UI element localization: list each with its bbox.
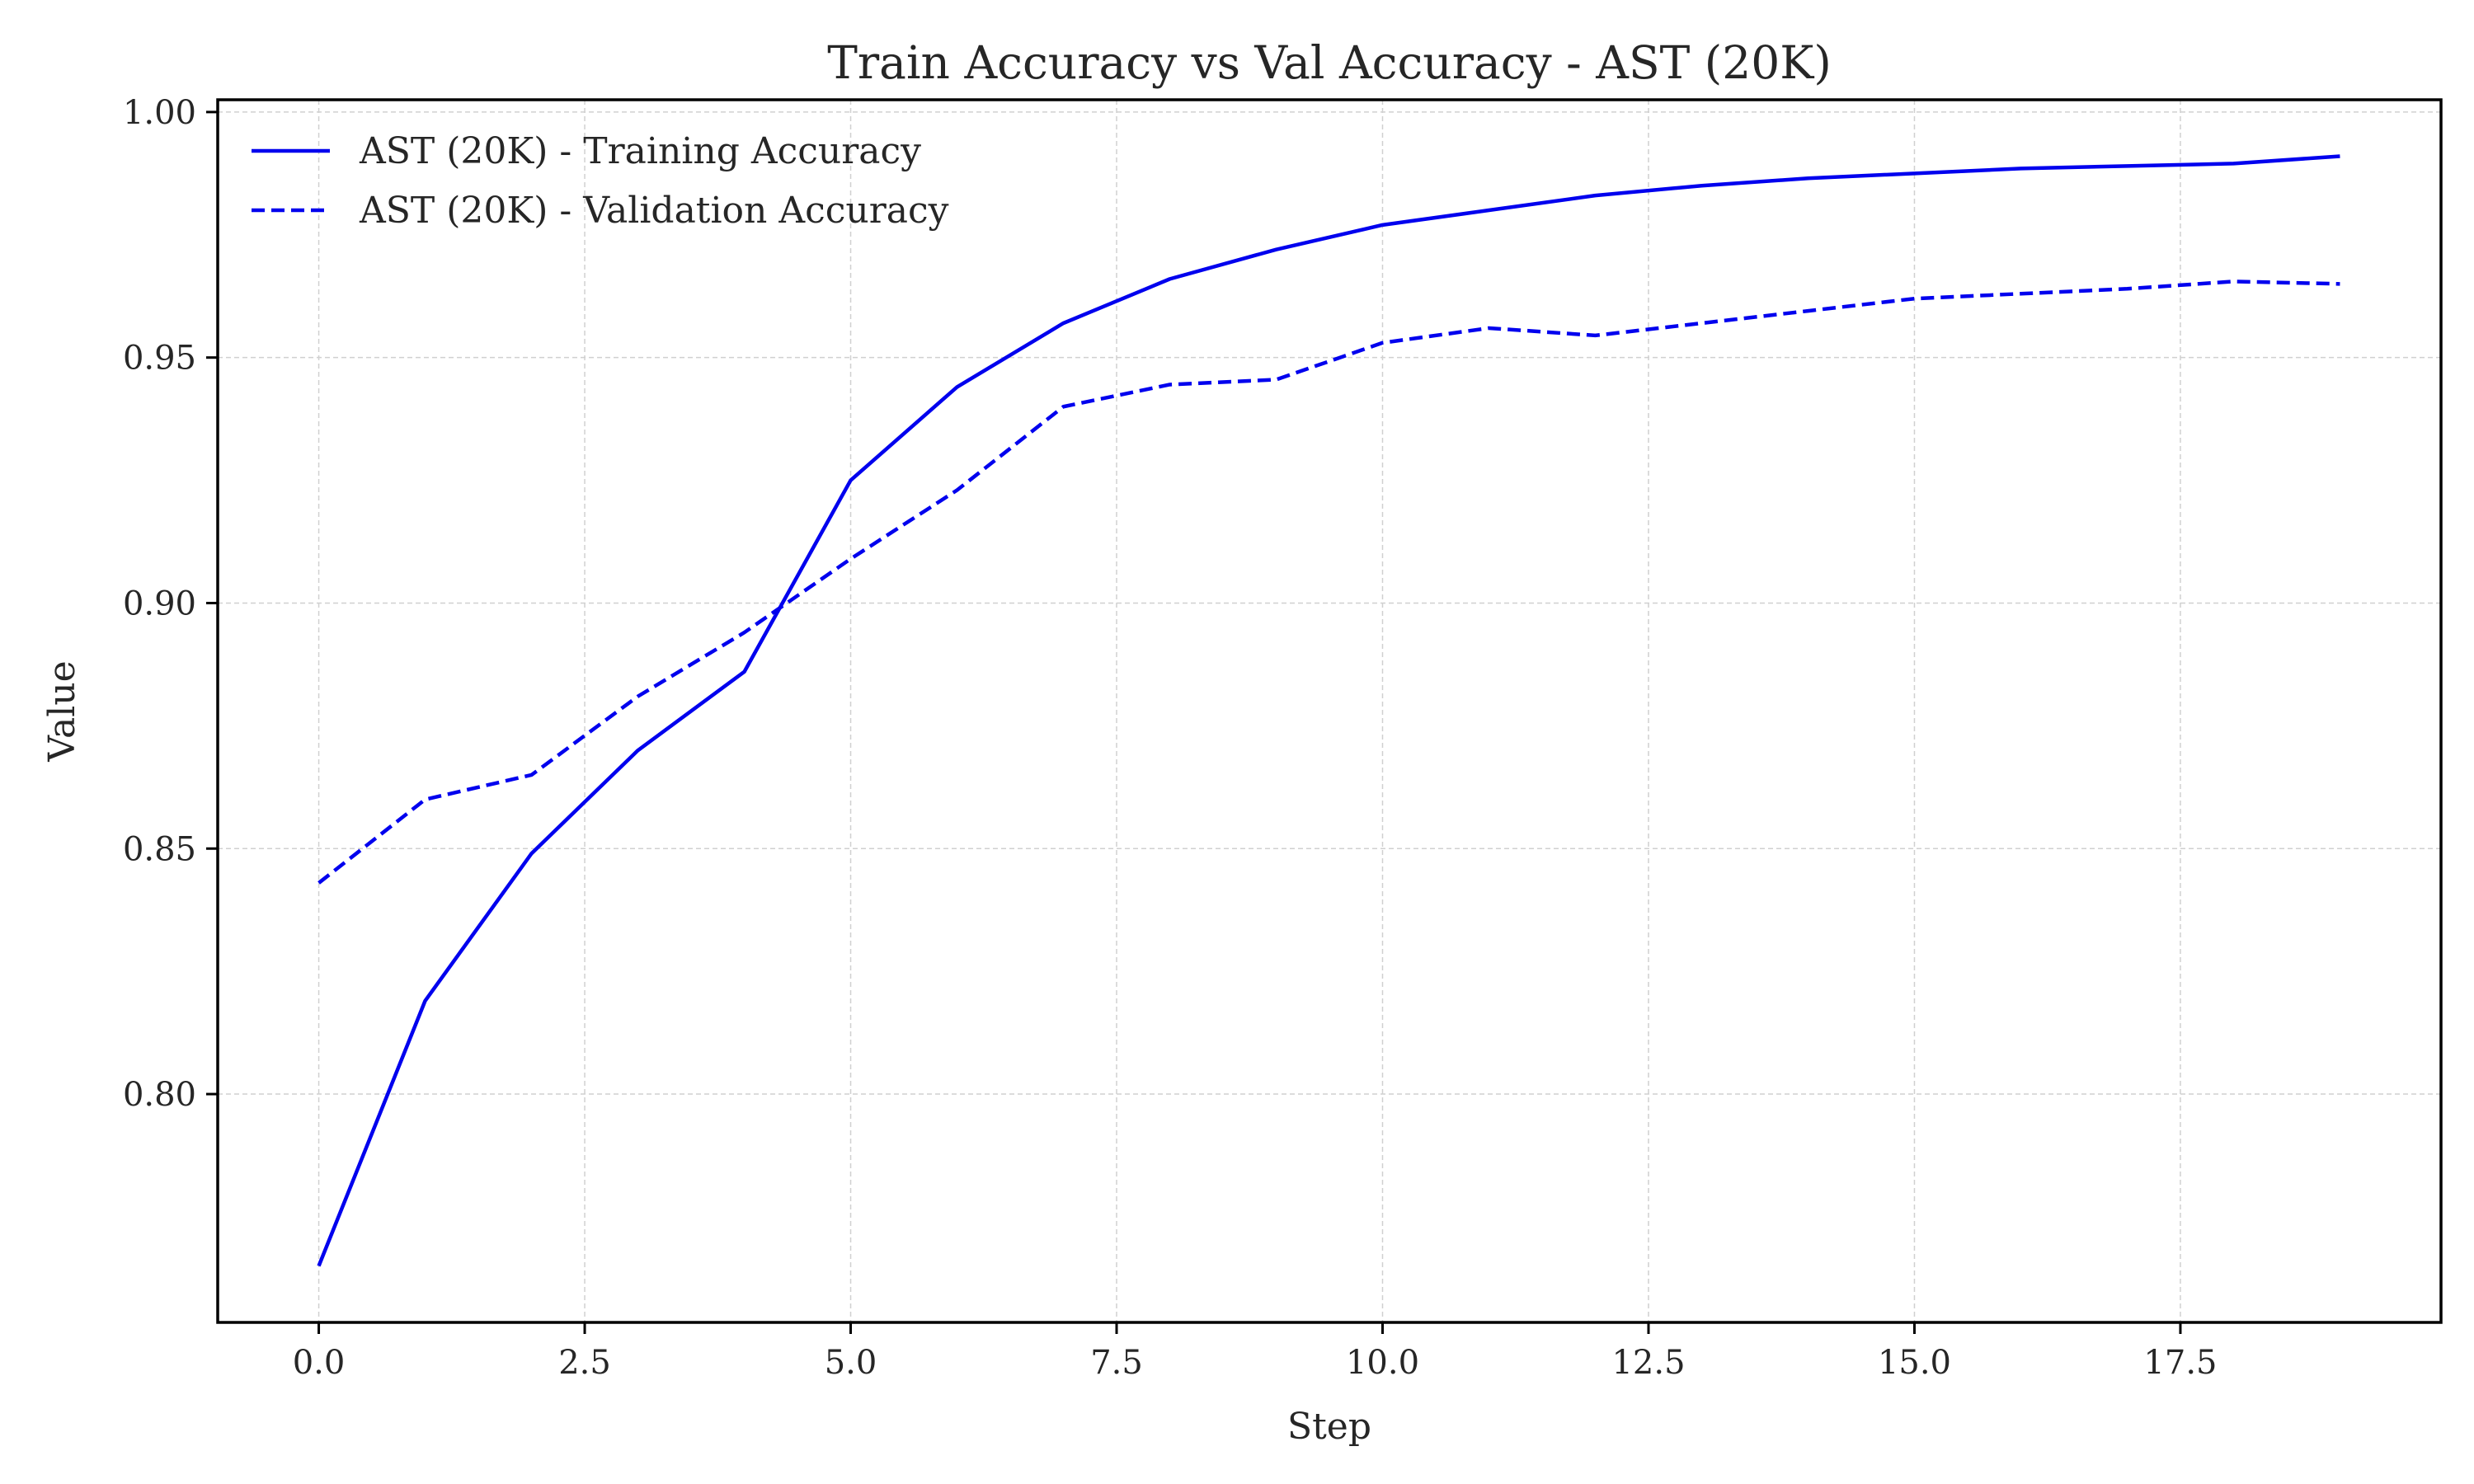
y-axis-ticks: 0.80 0.85 0.90 0.95 1.00: [123, 94, 218, 1114]
legend-label-training: AST (20K) - Training Accuracy: [359, 130, 921, 172]
x-axis-label: Step: [1287, 1406, 1371, 1448]
x-tick-label: 15.0: [1878, 1344, 1951, 1382]
x-tick-label: 10.0: [1346, 1344, 1419, 1382]
x-tick-label: 2.5: [558, 1344, 611, 1382]
series-lines: [317, 154, 2340, 1267]
y-tick-label: 0.85: [123, 830, 196, 868]
y-tick-label: 0.95: [123, 340, 196, 378]
chart-title: Train Accuracy vs Val Accuracy - AST (20…: [827, 36, 1832, 89]
x-tick-label: 7.5: [1090, 1344, 1143, 1382]
y-tick-label: 0.80: [123, 1076, 196, 1114]
x-tick-label: 17.5: [2143, 1344, 2217, 1382]
x-axis-ticks: 0.0 2.5 5.0 7.5 10.0 12.5 15.0 17.5: [293, 1322, 2217, 1382]
x-tick-label: 12.5: [1611, 1344, 1685, 1382]
y-tick-label: 1.00: [123, 94, 196, 132]
x-tick-label: 5.0: [825, 1344, 877, 1382]
validation-accuracy-line: [317, 279, 2340, 885]
plot-frame: [216, 98, 2443, 1324]
grid: [218, 100, 2441, 1322]
x-tick-label: 0.0: [293, 1344, 346, 1382]
y-tick-label: 0.90: [123, 585, 196, 622]
y-axis-label: Value: [41, 660, 83, 762]
legend-label-validation: AST (20K) - Validation Accuracy: [359, 190, 949, 232]
training-accuracy-line: [317, 154, 2340, 1267]
legend: AST (20K) - Training Accuracy AST (20K) …: [252, 130, 949, 232]
